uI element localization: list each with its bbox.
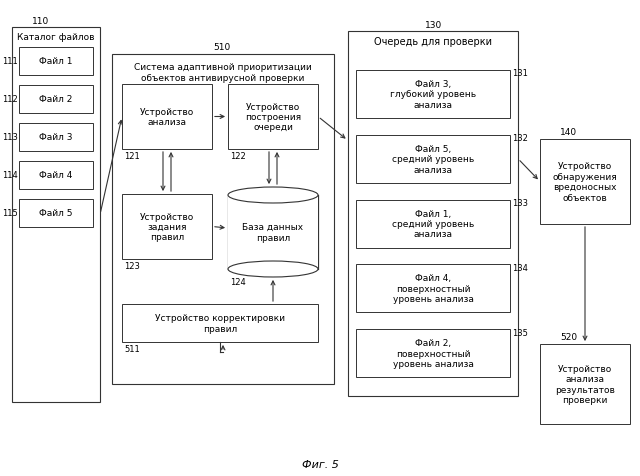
Text: 135: 135 [512,328,528,337]
Bar [19,86,93,114]
Text: 113: 113 [2,133,18,142]
Text: 134: 134 [512,263,528,272]
Text: Файл 5,
средний уровень
анализа: Файл 5, средний уровень анализа [392,144,474,174]
Bar [228,85,318,149]
Bar [348,32,518,396]
Ellipse shape [228,188,318,204]
Ellipse shape [228,261,318,278]
Text: Система адаптивной приоритизации
объектов антивирусной проверки: Система адаптивной приоритизации объекто… [134,63,312,82]
Text: 133: 133 [512,198,528,208]
Text: 130: 130 [425,20,442,30]
Text: Файл 1: Файл 1 [39,58,73,66]
Text: Файл 2,
поверхностный
уровень анализа: Файл 2, поверхностный уровень анализа [392,338,474,368]
Text: Устройство
обнаружения
вредоносных
объектов: Устройство обнаружения вредоносных объек… [552,162,618,202]
Text: Файл 4,
поверхностный
уровень анализа: Файл 4, поверхностный уровень анализа [392,274,474,304]
Text: 511: 511 [124,345,140,354]
Bar [19,199,93,228]
Bar [540,344,630,424]
Text: Файл 5: Файл 5 [39,209,73,218]
Text: 122: 122 [230,152,246,161]
Text: Файл 3: Файл 3 [39,133,73,142]
Text: Устройство
анализа
результатов
проверки: Устройство анализа результатов проверки [555,364,615,404]
Bar [356,200,510,248]
Bar [228,196,318,269]
Text: Очередь для проверки: Очередь для проверки [374,37,492,47]
Text: 510: 510 [213,43,230,52]
Text: Устройство
задания
правил: Устройство задания правил [140,212,194,242]
Bar [122,304,318,342]
Text: 111: 111 [2,58,18,66]
Text: Файл 4: Файл 4 [39,171,73,180]
Text: Каталог файлов: Каталог файлов [17,33,95,42]
Text: 115: 115 [2,209,18,218]
Bar [228,196,318,269]
Bar [112,55,334,384]
Text: 131: 131 [512,69,528,78]
Text: 132: 132 [512,134,528,143]
Text: Файл 3,
глубокий уровень
анализа: Файл 3, глубокий уровень анализа [390,80,476,109]
Bar [12,28,100,402]
Text: Устройство
анализа: Устройство анализа [140,108,194,127]
Text: 110: 110 [32,18,49,27]
Text: Файл 2: Файл 2 [39,95,73,104]
Bar [122,85,212,149]
Text: 121: 121 [124,152,140,161]
Bar [356,70,510,119]
Text: Фиг. 5: Фиг. 5 [301,459,339,469]
Bar [356,265,510,313]
Text: Устройство
построения
очереди: Устройство построения очереди [245,102,301,132]
Bar [19,48,93,76]
Text: 140: 140 [560,128,577,137]
Text: 124: 124 [230,278,246,287]
Bar [356,329,510,377]
Text: База данных
правил: База данных правил [243,223,303,242]
Bar [356,135,510,183]
Text: Устройство корректировки
правил: Устройство корректировки правил [155,314,285,333]
Text: 520: 520 [560,333,577,342]
Text: 114: 114 [2,171,18,180]
Bar [540,140,630,225]
Text: Файл 1,
средний уровень
анализа: Файл 1, средний уровень анализа [392,209,474,239]
Bar [19,124,93,152]
Text: 112: 112 [2,95,18,104]
Bar [19,162,93,189]
Bar [122,195,212,259]
Text: 123: 123 [124,262,140,271]
